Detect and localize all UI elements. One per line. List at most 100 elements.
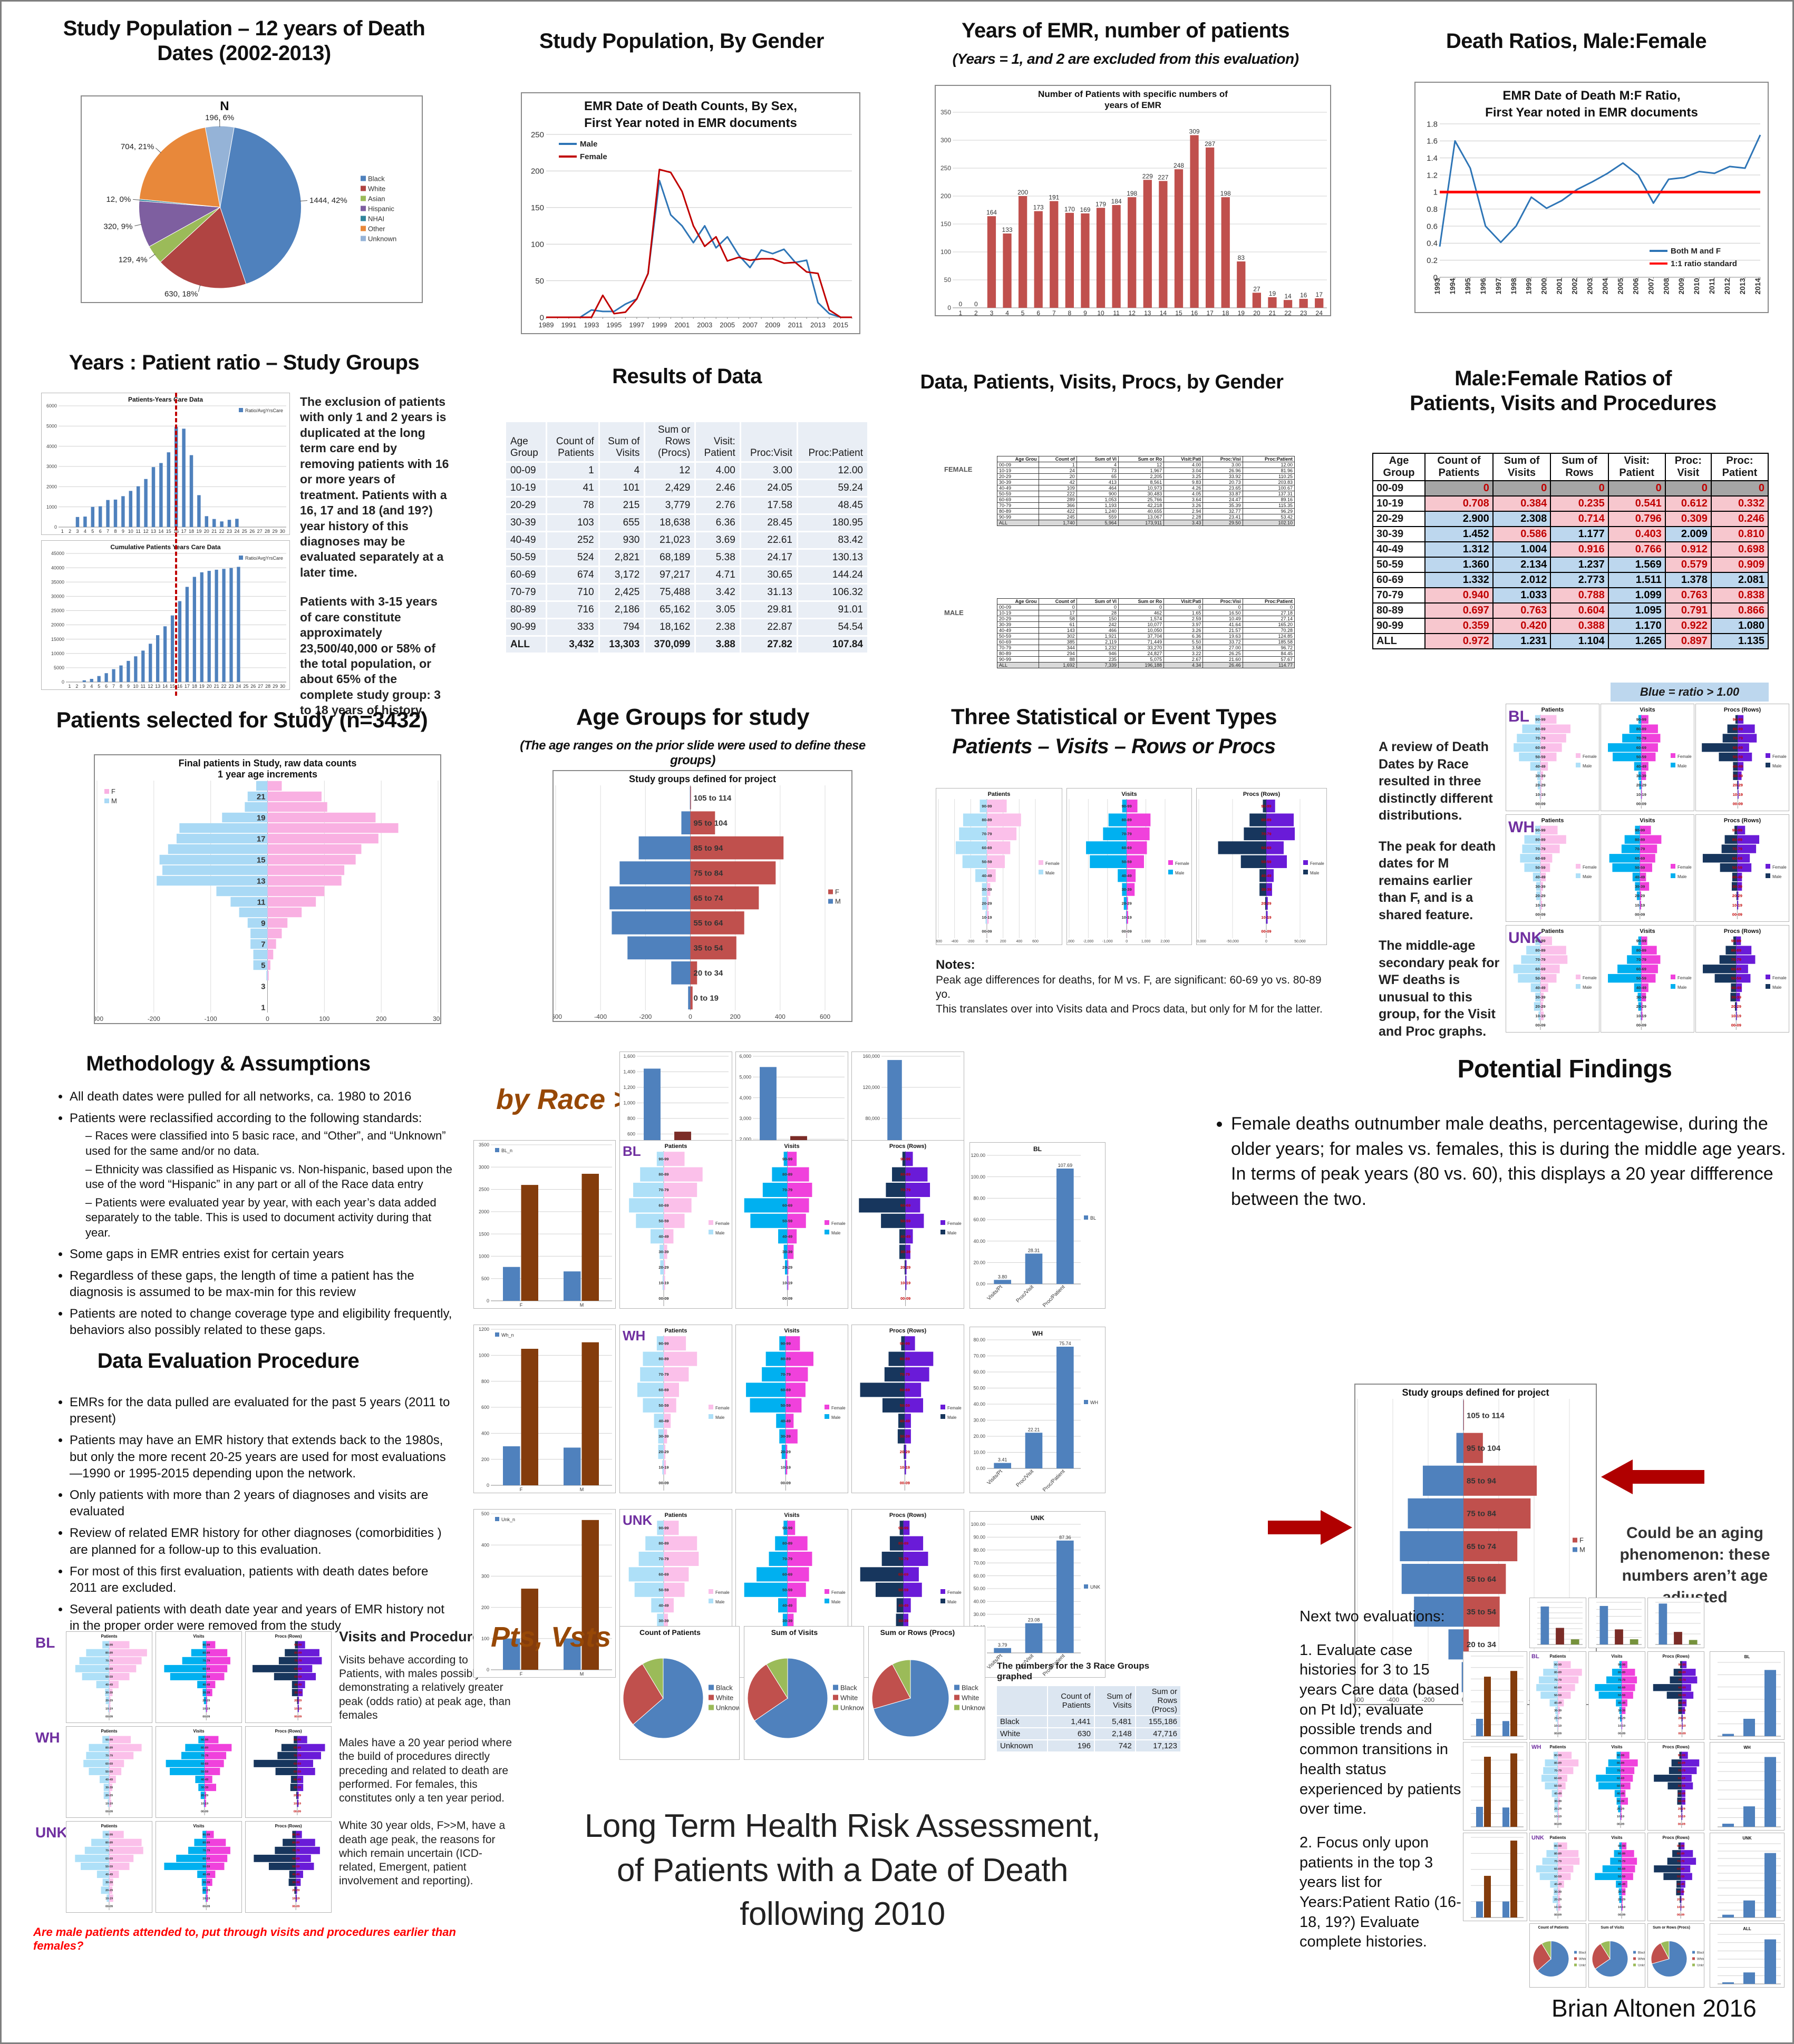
svg-text:133: 133: [1002, 226, 1013, 233]
chart-svg: EMR Date of Death M:F Ratio,First Year n…: [1427, 89, 1762, 295]
svg-text:30.00: 30.00: [973, 1418, 985, 1423]
chart-svg: Sum or Rows (Procs)BlackWhiteUnknown: [1651, 1926, 1704, 1977]
table-cell: 4.05: [1163, 491, 1204, 497]
svg-text:60-69: 60-69: [982, 845, 992, 850]
next-evaluations-text: Next two evaluations: 1. Evaluate case h…: [1300, 1607, 1463, 1966]
svg-text:Visits: Visits: [193, 1729, 205, 1734]
table-row: 00-09 1 4 12 4.00 3.00 12.00: [506, 462, 869, 480]
svg-text:WH: WH: [1743, 1745, 1751, 1750]
table-cell: 4.00: [1163, 462, 1204, 468]
svg-text:27: 27: [257, 529, 263, 534]
table-header-cell: Sum of Rows: [1550, 453, 1609, 481]
svg-text:00-09: 00-09: [201, 1810, 208, 1813]
svg-text:40-49: 40-49: [1618, 1702, 1625, 1705]
wh-ratio-chart: WH 0.00 10.00 20.00 30.00 40.00 50.00 60.00 70.0…: [969, 1327, 1106, 1493]
main-title: Long Term Health Risk Assessment, of Pat…: [502, 1804, 1182, 1936]
svg-text:15: 15: [257, 855, 266, 864]
svg-text:50-59: 50-59: [105, 1770, 113, 1774]
svg-text:26: 26: [249, 529, 255, 534]
svg-text:Male: Male: [947, 1600, 957, 1604]
chart-svg: Procs (Rows)00-0910-1920-2930-3940-4950-…: [1653, 1654, 1698, 1737]
svg-text:90-99: 90-99: [1122, 804, 1132, 809]
svg-text:Visits: Visits: [1121, 791, 1137, 797]
svg-text:White: White: [1697, 1958, 1704, 1961]
table-cell: 1.231: [1492, 633, 1551, 649]
svg-text:80-89: 80-89: [105, 1842, 113, 1845]
svg-text:40-49: 40-49: [1732, 875, 1742, 880]
svg-text:90-99: 90-99: [105, 1643, 113, 1647]
svg-text:40-49: 40-49: [1677, 1883, 1684, 1886]
sub-bullet: Races were classified into 5 basic race,…: [85, 1128, 454, 1159]
svg-text:2003: 2003: [1586, 278, 1594, 294]
visits-race-pie: Sum of VisitsBlackWhiteUnknown: [744, 1626, 864, 1760]
svg-text:20-29: 20-29: [900, 1265, 910, 1270]
procs-race-pie: Sum or Rows (Procs)BlackWhiteUnknown: [868, 1626, 985, 1760]
table-cell: 422: [1038, 508, 1077, 514]
table-row: 20-29 78 215 3,779 2.76 17.58 48.45: [506, 497, 869, 515]
table-header-cell: Proc:Visit: [1664, 453, 1712, 481]
table-row: 10-19 41 101 2,429 2.46 24.05 59.24: [506, 479, 869, 498]
potential-findings-title: Potential Findings: [1346, 1055, 1783, 1085]
svg-text:70-79: 70-79: [1635, 846, 1645, 851]
table-cell: 185.58: [1242, 639, 1295, 645]
svg-text:BL: BL: [1744, 1654, 1750, 1659]
svg-text:40-49: 40-49: [658, 1418, 668, 1423]
pts-vsts-label: Pts, Vsts: [491, 1621, 612, 1653]
svg-text:1995: 1995: [1463, 278, 1472, 294]
svg-text:60-69: 60-69: [658, 1572, 668, 1577]
svg-text:3: 3: [76, 529, 79, 534]
svg-text:10-19: 10-19: [658, 1465, 668, 1470]
svg-text:40-49: 40-49: [1554, 1702, 1562, 1705]
svg-text:Visits: Visits: [1640, 817, 1655, 824]
svg-text:20-29: 20-29: [658, 1265, 668, 1270]
table-cell: 65: [1076, 473, 1119, 480]
table-cell: 75,488: [644, 583, 696, 602]
svg-text:20-29: 20-29: [1618, 1717, 1625, 1720]
table-cell: 1.569: [1607, 557, 1666, 573]
table-cell: 2,205: [1118, 473, 1165, 480]
svg-text:18: 18: [189, 529, 194, 534]
svg-text:60-69: 60-69: [292, 1857, 299, 1861]
svg-text:50.00: 50.00: [973, 1586, 985, 1591]
svg-text:30-39: 30-39: [1731, 995, 1741, 999]
svg-text:100: 100: [481, 1636, 489, 1641]
table-row: 20-29 58 150 1,574 2.59 10.49 27.14: [997, 616, 1295, 622]
bl-patients-pyramid: Patients 00-09 10-19 20-29 30-39 40-49 50-59 60…: [619, 1140, 732, 1309]
chart-svg: Count of PatientsBlackWhiteUnknown: [1533, 1926, 1586, 1977]
svg-text:Unknown: Unknown: [840, 1704, 864, 1712]
paragraph: 2. Focus only upon patients in the top 3…: [1300, 1834, 1461, 1951]
svg-text:30-39: 30-39: [1535, 773, 1545, 778]
race-numbers-table: Count of Patients Sum of Visits Sum or Rows (P…: [997, 1686, 1182, 1753]
svg-text:80-89: 80-89: [1678, 1671, 1685, 1675]
svg-text:50-59: 50-59: [1554, 1785, 1562, 1788]
svg-text:3: 3: [261, 982, 265, 991]
table-cell: 88: [1038, 656, 1077, 663]
svg-text:5: 5: [98, 684, 100, 689]
table-row: Unknown 196 742 17,123: [997, 1740, 1182, 1753]
table-cell: 41.64: [1203, 621, 1243, 628]
blue-ratio-note: Blue = ratio > 1.00: [1611, 683, 1769, 702]
wh-row-label: WH: [1531, 1744, 1541, 1750]
svg-text:00-09: 00-09: [1554, 1914, 1562, 1917]
table-cell: 674: [546, 566, 600, 585]
bullet-item: EMRs for the data pulled are evaluated f…: [70, 1394, 454, 1427]
svg-text:80-89: 80-89: [900, 1357, 910, 1361]
table-cell: 60-69: [1372, 572, 1426, 588]
chart-svg: Cumulative Patients Years Care Data05000…: [51, 543, 286, 689]
svg-text:70-79: 70-79: [1731, 957, 1741, 962]
svg-text:50-59: 50-59: [105, 1676, 113, 1679]
svg-text:85 to 94: 85 to 94: [1467, 1477, 1497, 1486]
svg-text:160,000: 160,000: [862, 1054, 880, 1059]
svg-text:50-59: 50-59: [658, 1219, 668, 1223]
svg-text:400: 400: [775, 1013, 786, 1020]
mf-ratio-table: Age Group Count of Patients Sum of Visits Sum …: [1372, 453, 1769, 649]
svg-text:00-09: 00-09: [1618, 1732, 1625, 1736]
table-cell: 222: [1038, 491, 1077, 497]
svg-text:30-39: 30-39: [294, 1786, 301, 1789]
svg-text:18: 18: [1222, 309, 1229, 315]
svg-text:0: 0: [1265, 940, 1267, 943]
svg-text:00-09: 00-09: [1554, 1823, 1562, 1826]
table-cell: 0: [1424, 480, 1494, 497]
svg-text:2008: 2008: [1662, 278, 1670, 294]
